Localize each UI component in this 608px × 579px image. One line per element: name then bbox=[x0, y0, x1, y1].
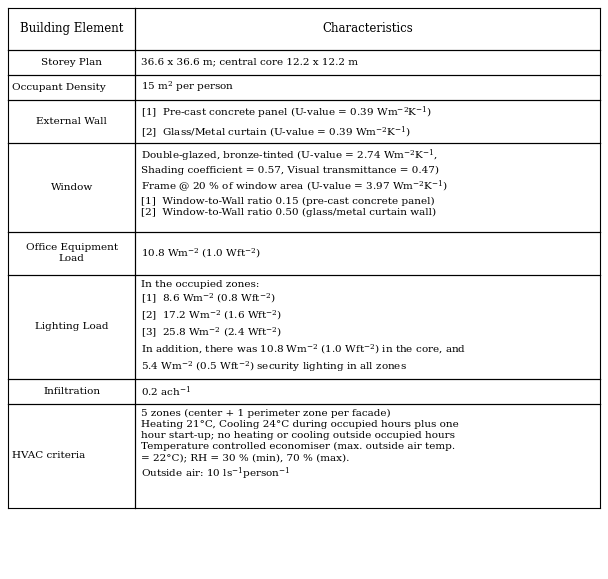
Text: External Wall: External Wall bbox=[36, 117, 107, 126]
Text: HVAC criteria: HVAC criteria bbox=[12, 452, 85, 460]
Text: 36.6 x 36.6 m; central core 12.2 x 12.2 m: 36.6 x 36.6 m; central core 12.2 x 12.2 … bbox=[141, 58, 358, 67]
Text: In the occupied zones:
[1]  8.6 Wm$^{-2}$ (0.8 Wft$^{-2}$)
[2]  17.2 Wm$^{-2}$ (: In the occupied zones: [1] 8.6 Wm$^{-2}$… bbox=[141, 280, 466, 374]
Text: Window: Window bbox=[50, 182, 93, 192]
Text: 15 m$^{2}$ per person: 15 m$^{2}$ per person bbox=[141, 80, 234, 94]
Text: Office Equipment
Load: Office Equipment Load bbox=[26, 243, 118, 263]
Text: 0.2 ach$^{-1}$: 0.2 ach$^{-1}$ bbox=[141, 384, 191, 398]
Text: Infiltration: Infiltration bbox=[43, 387, 100, 396]
Text: Lighting Load: Lighting Load bbox=[35, 323, 108, 331]
Text: Occupant Density: Occupant Density bbox=[12, 83, 106, 91]
Text: 5 zones (center + 1 perimeter zone per facade)
Heating 21°C, Cooling 24°C during: 5 zones (center + 1 perimeter zone per f… bbox=[141, 409, 458, 482]
Text: [1]  Pre-cast concrete panel (U-value = 0.39 Wm$^{-2}$K$^{-1}$)
[2]  Glass/Metal: [1] Pre-cast concrete panel (U-value = 0… bbox=[141, 105, 432, 141]
Text: Building Element: Building Element bbox=[20, 23, 123, 35]
Text: Characteristics: Characteristics bbox=[322, 23, 413, 35]
Text: Storey Plan: Storey Plan bbox=[41, 58, 102, 67]
Text: 10.8 Wm$^{-2}$ (1.0 Wft$^{-2}$): 10.8 Wm$^{-2}$ (1.0 Wft$^{-2}$) bbox=[141, 247, 261, 260]
Text: Double-glazed, bronze-tinted (U-value = 2.74 Wm$^{-2}$K$^{-1}$,
Shading coeffici: Double-glazed, bronze-tinted (U-value = … bbox=[141, 148, 447, 217]
